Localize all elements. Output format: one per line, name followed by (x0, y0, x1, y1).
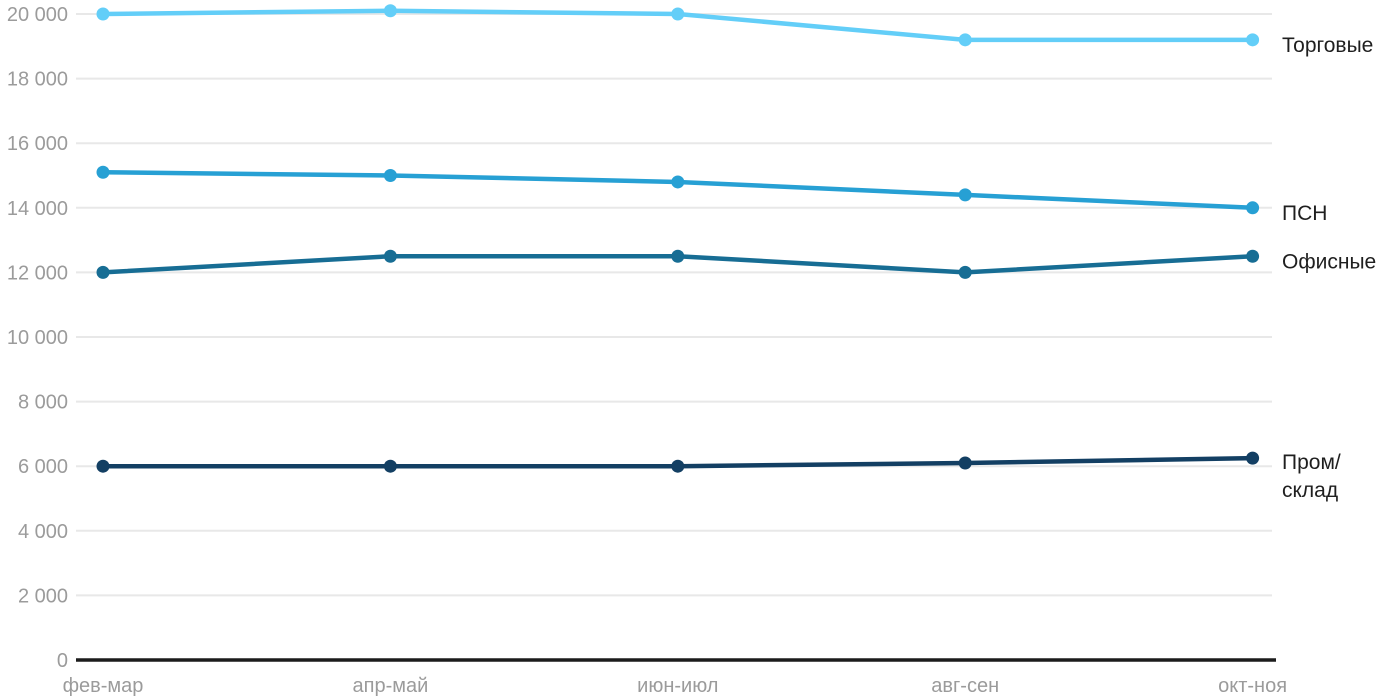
data-point-prom-sklad-0 (96, 459, 110, 473)
y-tick-label: 6 000 (18, 456, 68, 478)
y-gridlines (76, 13, 1272, 597)
series-ofisnye: Офисные (96, 249, 1376, 279)
y-axis-tick-labels: 0 2 000 4 000 6 000 8 000 10 000 12 000 14 000 1… (7, 4, 68, 672)
data-point-psn-3 (958, 188, 972, 202)
data-point-ofisnye-1 (383, 249, 397, 263)
data-point-ofisnye-2 (671, 249, 685, 263)
y-tick-label: 10 000 (7, 327, 68, 349)
series-label-prom-sklad: Пром/склад (1282, 451, 1341, 502)
y-tick-label: 2 000 (18, 585, 68, 607)
y-tick-label: 0 (57, 650, 68, 672)
data-point-psn-2 (671, 175, 685, 189)
y-tick-label: 16 000 (7, 133, 68, 155)
data-point-prom-sklad-3 (958, 456, 972, 470)
y-tick-label: 14 000 (7, 198, 68, 220)
series-label-ofisnye: Офисные (1282, 250, 1376, 273)
series-torgovye: Торговые (96, 4, 1373, 57)
data-point-ofisnye-3 (958, 265, 972, 279)
x-axis-tick-labels: фев-мар апр-май июн-июл авг-сен окт-ноя (63, 675, 1287, 697)
y-tick-label: 12 000 (7, 262, 68, 284)
data-point-prom-sklad-1 (383, 459, 397, 473)
data-point-prom-sklad-4 (1246, 451, 1260, 465)
data-point-torgovye-3 (958, 33, 972, 47)
y-tick-label: 4 000 (18, 521, 68, 543)
data-point-torgovye-4 (1246, 33, 1260, 47)
data-point-ofisnye-4 (1246, 249, 1260, 263)
data-point-torgovye-2 (671, 7, 685, 21)
series-psn: ПСН (96, 165, 1327, 225)
y-tick-label: 20 000 (7, 4, 68, 26)
data-point-psn-4 (1246, 201, 1260, 215)
data-point-ofisnye-0 (96, 265, 110, 279)
x-tick-label: фев-мар (63, 675, 144, 697)
x-tick-label: апр-май (353, 675, 429, 697)
x-tick-label: июн-июл (637, 675, 718, 697)
data-point-torgovye-0 (96, 7, 110, 21)
y-tick-label: 8 000 (18, 392, 68, 414)
x-tick-label: авг-сен (931, 675, 999, 697)
data-point-prom-sklad-2 (671, 459, 685, 473)
series-prom-sklad: Пром/склад (96, 451, 1341, 502)
data-point-torgovye-1 (383, 4, 397, 18)
series-label-torgovye: Торговые (1282, 34, 1373, 57)
data-point-psn-1 (383, 169, 397, 182)
x-tick-label: окт-ноя (1218, 675, 1287, 697)
data-point-psn-0 (96, 165, 110, 179)
y-tick-label: 18 000 (7, 69, 68, 91)
series-label-psn: ПСН (1282, 202, 1327, 225)
